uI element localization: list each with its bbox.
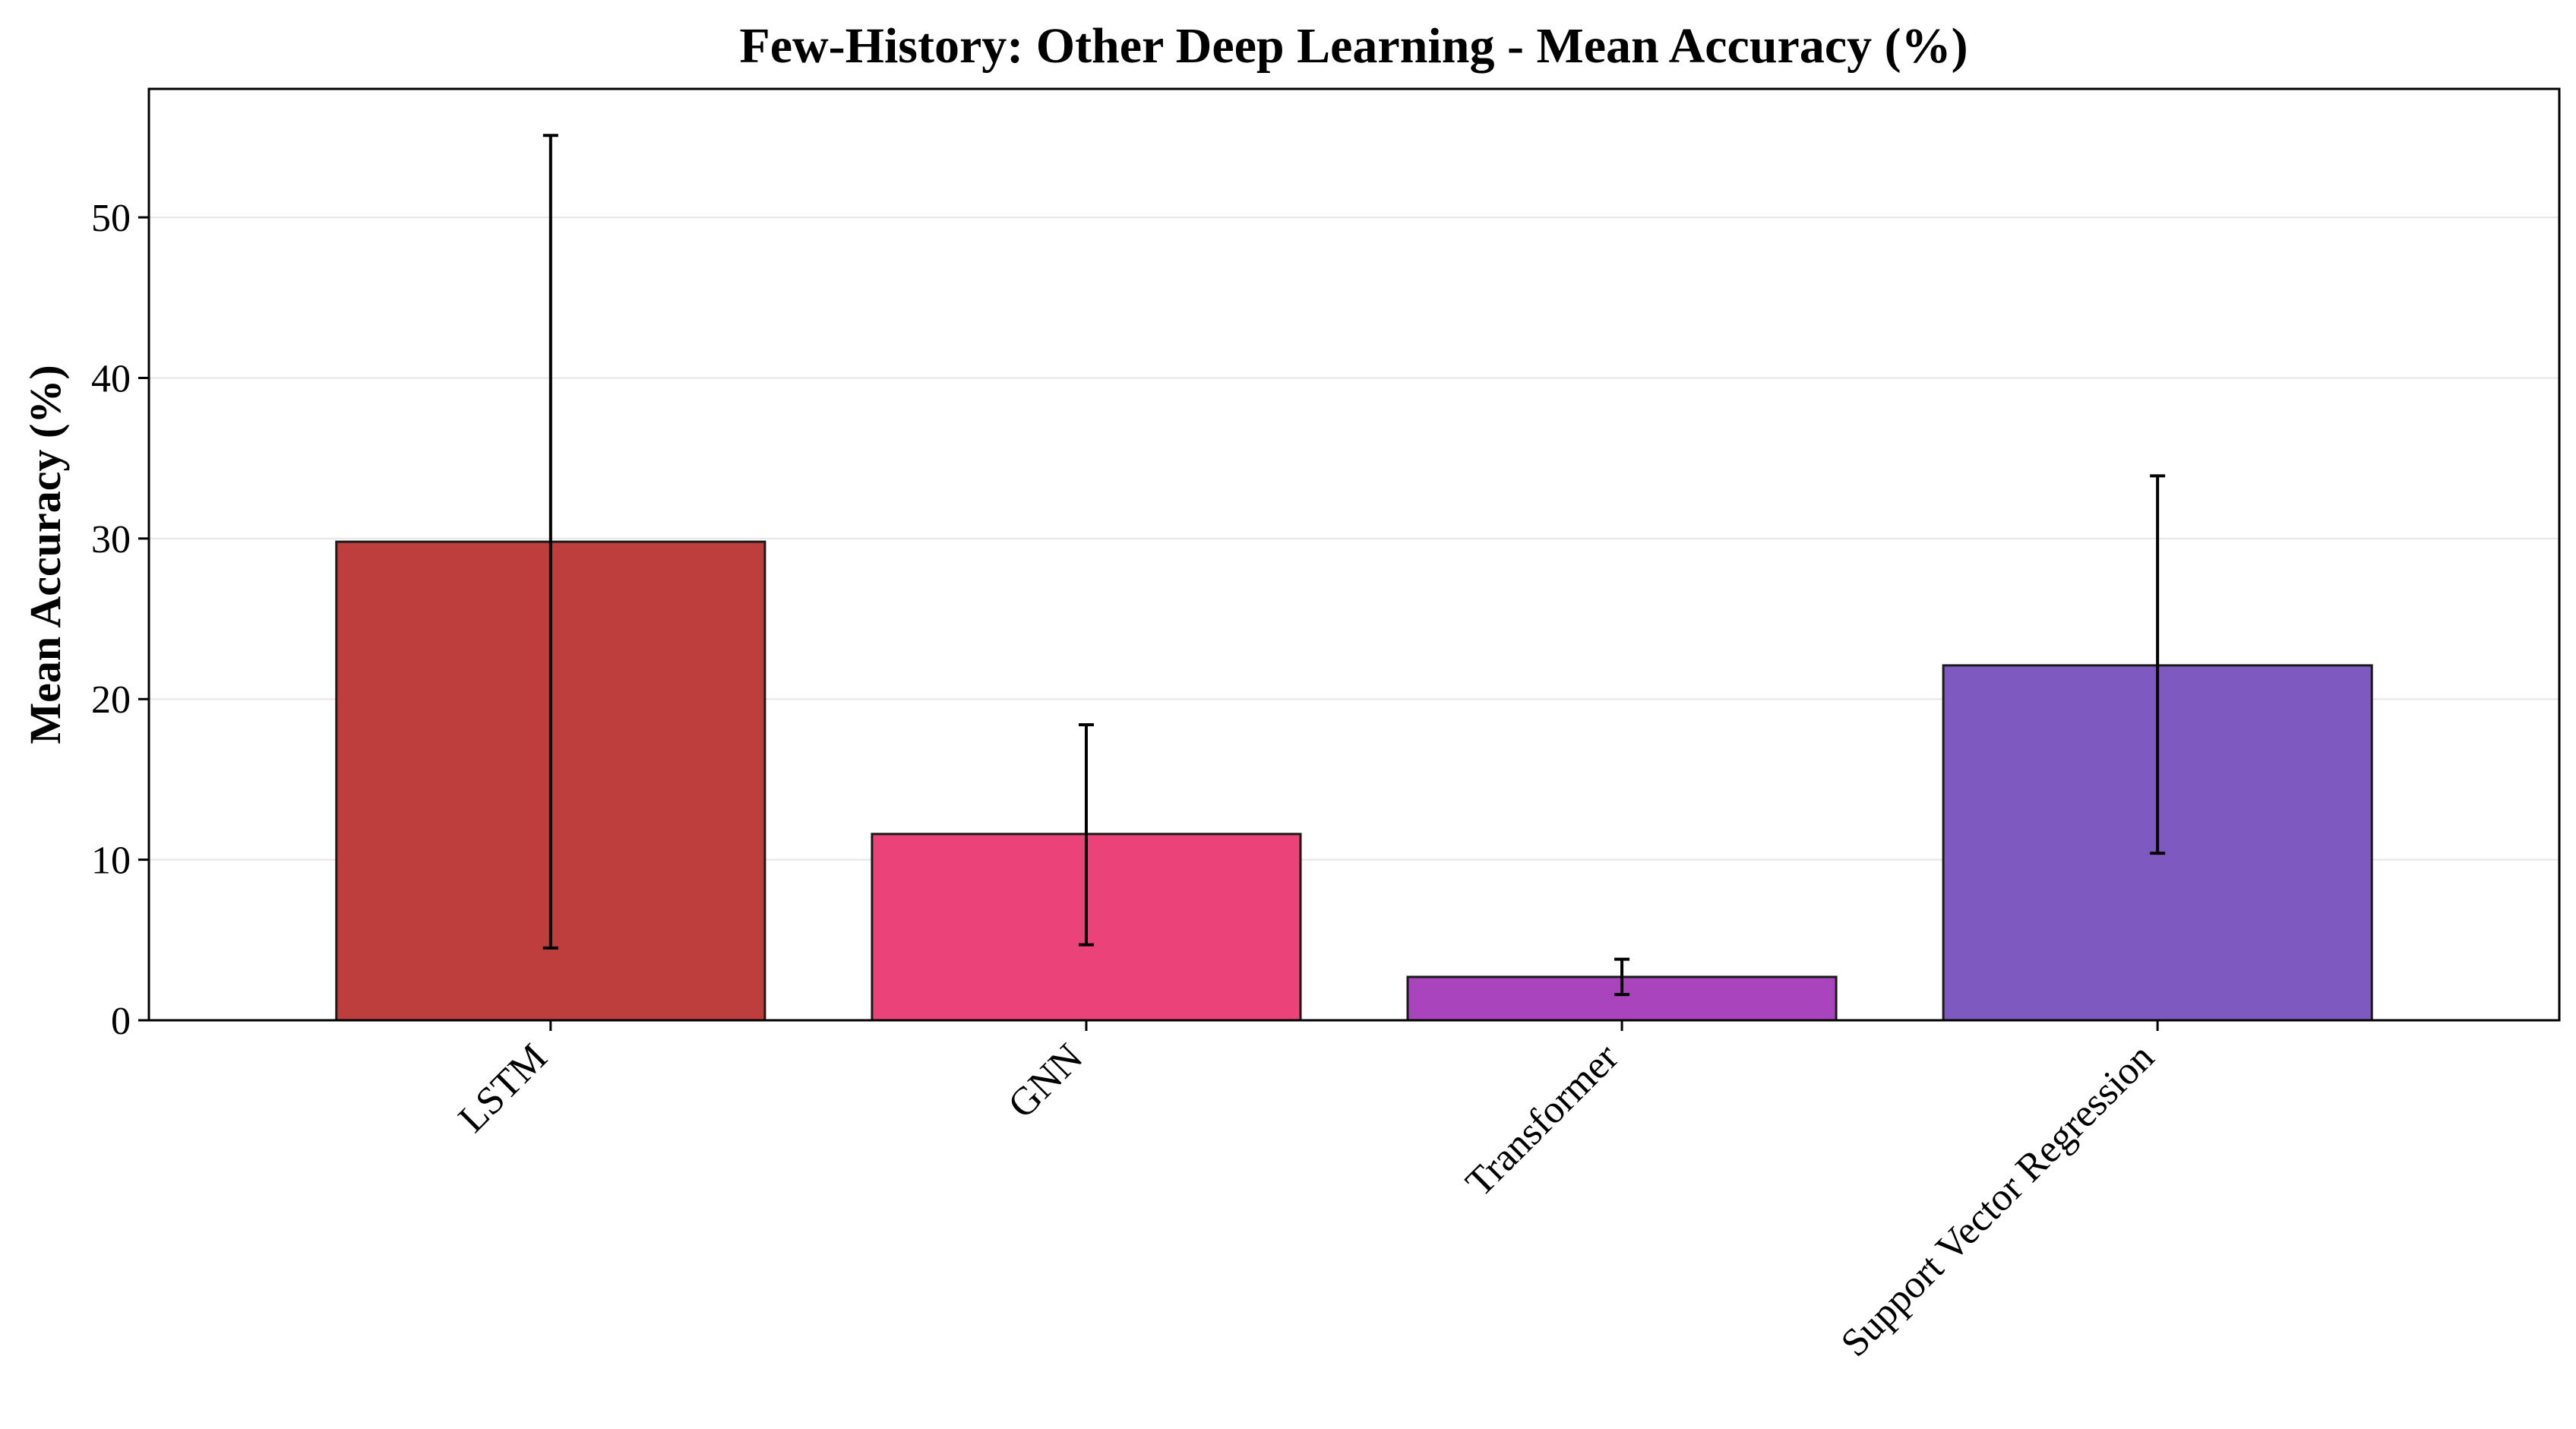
y-tick-label: 50 [91, 197, 131, 240]
y-tick-label: 20 [91, 678, 131, 722]
y-axis-title: Mean Accuracy (%) [21, 365, 70, 744]
y-tick-label: 30 [91, 518, 131, 561]
x-tick-label: Support Vector Regression [1833, 1035, 2163, 1365]
error-bar [2150, 474, 2166, 855]
x-tick-label: Transformer [1458, 1035, 1627, 1205]
y-tick-label: 10 [91, 839, 131, 883]
x-tick-label: GNN [1000, 1035, 1091, 1127]
y-tick-label: 40 [91, 357, 131, 400]
x-tick-label: LSTM [450, 1035, 555, 1140]
error-bar [1078, 723, 1094, 947]
x-axis: LSTM GNN Transformer Support Vector Regress… [450, 1020, 2163, 1365]
bars [335, 540, 2373, 1022]
y-axis: 0 10 20 30 40 50 [91, 197, 149, 1043]
error-bar [1614, 957, 1630, 997]
chart-title: Few-History: Other Deep Learning - Mean … [739, 18, 1968, 74]
error-bar [542, 134, 558, 950]
y-tick-label: 0 [111, 1000, 131, 1043]
error-bars [542, 134, 2166, 997]
plot-area-frame [147, 87, 2561, 1022]
